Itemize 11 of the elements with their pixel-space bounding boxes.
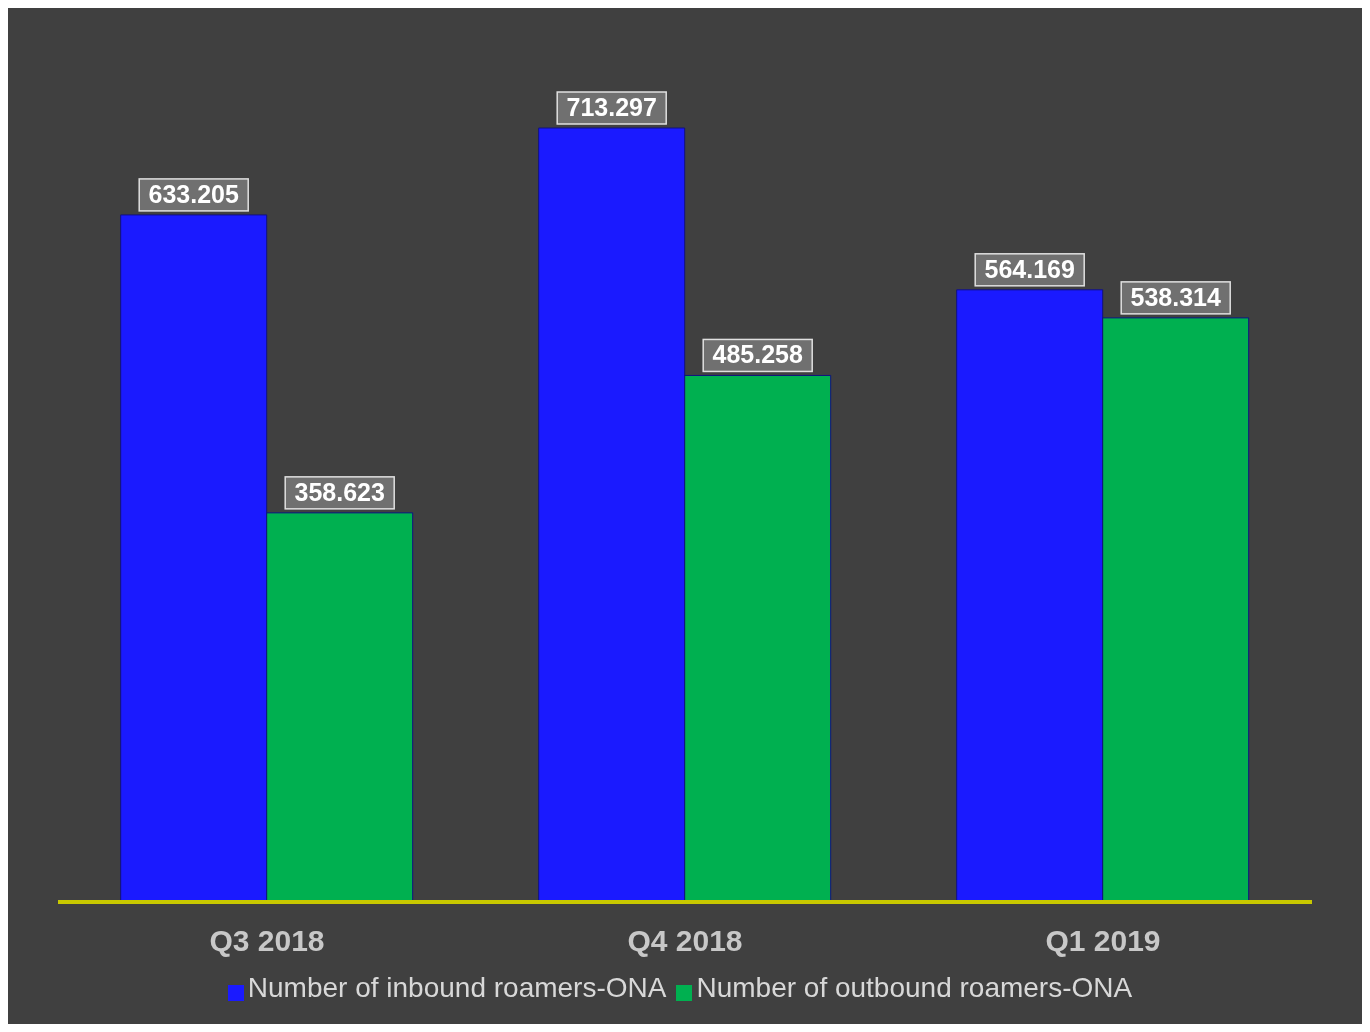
data-label: 485.258 [712,340,803,369]
data-label: 564.169 [984,254,1075,283]
legend-label: Number of inbound roamers-ONA [247,972,667,1003]
data-label: 358.623 [294,477,385,506]
data-label: 538.314 [1130,282,1221,311]
legend-label: Number of outbound roamers-ONA [696,972,1133,1003]
data-label: 713.297 [566,93,657,121]
x-tick-label: Q3 2018 [209,924,325,958]
x-tick-label: Q4 2018 [627,924,743,958]
x-tick-label: Q1 2019 [1045,924,1161,958]
data-label: 633.205 [148,179,239,208]
